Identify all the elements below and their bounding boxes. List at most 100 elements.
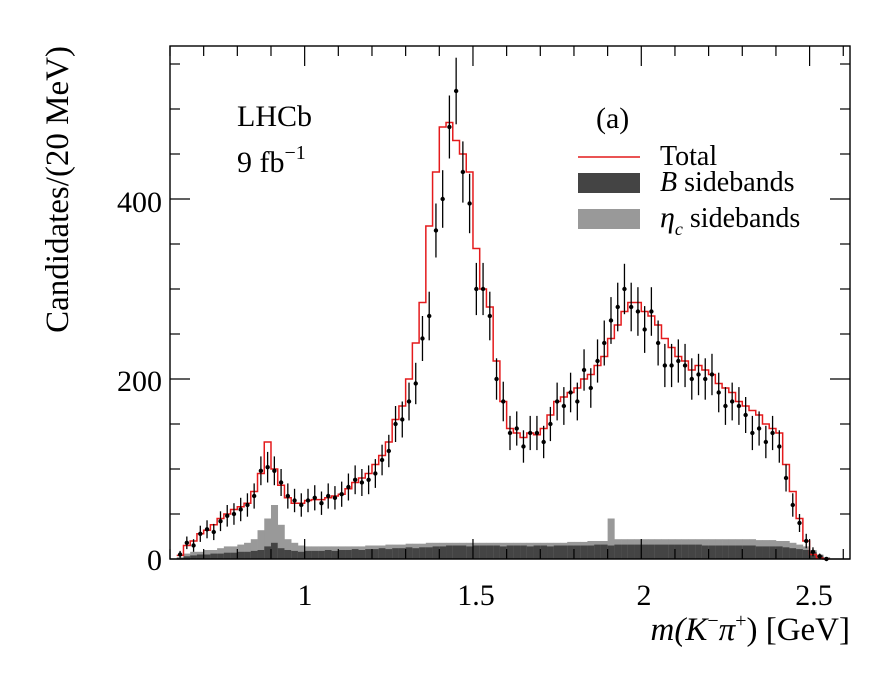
- b-sideband-bin: [668, 544, 676, 559]
- data-point: [413, 381, 418, 386]
- x-tick-label: 1: [298, 579, 313, 612]
- b-sideband-bin: [270, 542, 279, 559]
- b-sideband-bin: [486, 545, 494, 559]
- b-sideband-bin: [762, 546, 770, 559]
- data-point: [669, 363, 674, 368]
- etac-sideband-bin: [257, 530, 265, 559]
- data-point: [211, 529, 216, 535]
- data-point: [386, 448, 392, 454]
- b-sideband-bin: [264, 546, 272, 559]
- data-point: [467, 201, 472, 206]
- data-point: [588, 385, 593, 391]
- b-sideband-bin: [499, 546, 507, 559]
- axis-ticks: [169, 46, 850, 560]
- x-axis-label: m(K−π+) [GeV]: [651, 610, 850, 648]
- b-sideband-bin: [183, 556, 191, 559]
- data-point: [642, 327, 647, 332]
- b-sideband-bin: [237, 551, 245, 559]
- legend-b-sidebands-label: B sidebands: [660, 167, 795, 198]
- data-point: [608, 318, 614, 323]
- b-sideband-bin: [284, 550, 292, 559]
- x-tick-label: 1.5: [457, 579, 495, 612]
- data-point: [278, 480, 284, 485]
- x-axis-label-sup2: +: [735, 610, 746, 632]
- b-sideband-bin: [755, 546, 763, 559]
- b-sideband-bin: [580, 545, 588, 559]
- legend-etac-subscript: c: [675, 219, 683, 239]
- b-sideband-bin: [681, 544, 689, 559]
- y-tick-label: 0: [147, 544, 162, 577]
- data-point: [716, 390, 721, 395]
- data-point: [676, 358, 681, 364]
- b-sideband-bin: [257, 550, 265, 559]
- data-point: [783, 475, 789, 481]
- data-point: [568, 390, 573, 395]
- data-point: [319, 501, 324, 506]
- b-sideband-bin: [419, 547, 427, 559]
- b-sideband-bin: [547, 546, 555, 559]
- data-point: [696, 372, 701, 377]
- b-sideband-bin: [648, 544, 656, 559]
- legend-b-text: sidebands: [677, 167, 794, 198]
- data-point: [729, 399, 735, 404]
- b-sideband-bin: [472, 545, 481, 559]
- b-sideband-bin: [742, 545, 750, 559]
- b-sideband-bin: [553, 545, 561, 559]
- data-point: [177, 552, 183, 557]
- data-point: [709, 372, 715, 377]
- b-sideband-bin: [324, 550, 332, 559]
- b-sideband-bin: [749, 545, 757, 559]
- b-sideband-bin: [607, 545, 615, 559]
- data-point: [218, 519, 223, 524]
- b-sideband-bin: [560, 545, 568, 559]
- b-sideband-bin: [782, 547, 790, 559]
- b-sideband-bin: [311, 550, 319, 559]
- data-point: [575, 399, 580, 404]
- b-sideband-bin: [217, 553, 225, 559]
- b-sideband-bin: [338, 550, 346, 559]
- b-sideband-bin: [526, 546, 534, 559]
- data-point: [191, 543, 196, 548]
- data-point: [581, 367, 587, 373]
- b-sideband-bin: [506, 545, 514, 559]
- b-sideband-bin: [614, 544, 622, 559]
- b-sideband-bin: [796, 549, 804, 559]
- b-sideband-bin: [244, 551, 252, 559]
- b-sideband-bin: [378, 548, 386, 559]
- etac-sideband-bin: [244, 542, 252, 559]
- data-point: [400, 417, 405, 422]
- x-axis-label-sup1: −: [707, 610, 718, 632]
- b-sideband-bin: [493, 545, 501, 559]
- data-point: [427, 313, 432, 319]
- data-point: [474, 286, 479, 292]
- data-point: [251, 493, 257, 499]
- data-point: [332, 495, 338, 500]
- b-sideband-bin: [371, 549, 380, 559]
- b-sideband-bin: [634, 544, 642, 559]
- data-point: [420, 336, 425, 341]
- b-sideband-bin: [446, 545, 454, 559]
- b-sideband-bin: [735, 545, 743, 559]
- experiment-label: LHCb: [237, 100, 312, 133]
- data-point: [635, 309, 641, 314]
- b-sideband-bin: [277, 548, 285, 559]
- data-point: [238, 507, 243, 512]
- b-sideband-bin: [304, 550, 312, 559]
- data-point: [595, 358, 600, 364]
- data-point: [750, 430, 755, 436]
- b-sideband-bin: [425, 547, 433, 559]
- etac-sideband-bin: [607, 518, 615, 559]
- data-point: [305, 498, 311, 503]
- data-point: [393, 421, 398, 427]
- data-point: [326, 493, 331, 499]
- data-point: [554, 399, 560, 404]
- data-point: [541, 439, 546, 445]
- x-axis-label-var: m(K: [651, 612, 710, 648]
- data-point: [245, 502, 250, 508]
- b-sideband-bin: [769, 546, 777, 559]
- legend-b-sidebands-swatch: [578, 173, 640, 193]
- etac-sideband-bin: [270, 505, 279, 559]
- b-sideband-bin: [358, 550, 366, 559]
- b-sideband-bin: [715, 545, 723, 559]
